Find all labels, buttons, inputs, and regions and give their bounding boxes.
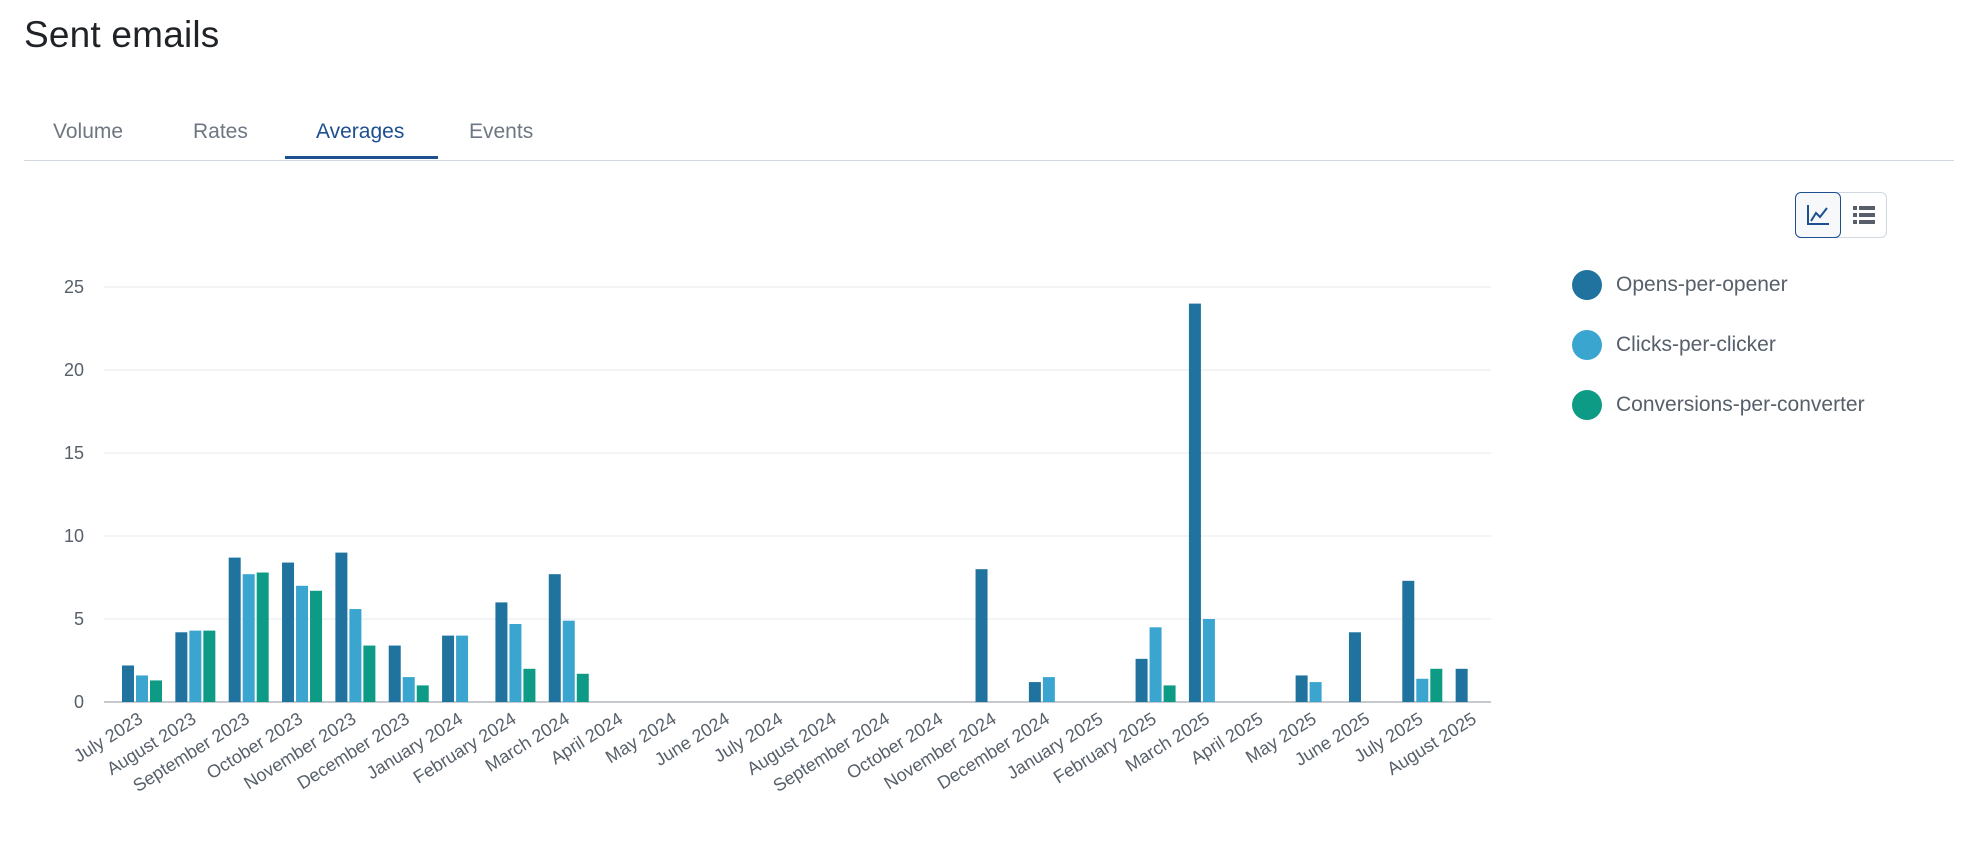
bar[interactable]	[1188, 303, 1201, 702]
bar[interactable]	[363, 645, 376, 702]
y-tick-label: 0	[74, 692, 84, 712]
legend-label: Conversions-per-converter	[1616, 393, 1865, 416]
bar[interactable]	[1416, 678, 1429, 702]
bar[interactable]	[1202, 619, 1215, 702]
bar[interactable]	[228, 557, 241, 702]
bar[interactable]	[548, 574, 561, 702]
bar[interactable]	[282, 562, 295, 702]
tab-rates[interactable]: Rates	[193, 120, 248, 143]
y-tick-label: 10	[64, 526, 84, 546]
bar[interactable]	[1402, 580, 1415, 702]
legend-label: Clicks-per-clicker	[1616, 333, 1776, 356]
bar[interactable]	[310, 590, 323, 702]
bar[interactable]	[1309, 682, 1322, 702]
bar[interactable]	[1348, 632, 1361, 702]
chart-view-button[interactable]	[1795, 192, 1842, 238]
bar[interactable]	[349, 609, 362, 702]
bar[interactable]	[1163, 685, 1176, 702]
bar[interactable]	[1028, 682, 1041, 702]
bar[interactable]	[562, 620, 575, 702]
bar[interactable]	[136, 675, 148, 702]
bar[interactable]	[256, 572, 269, 702]
bar[interactable]	[509, 623, 522, 702]
bar[interactable]	[402, 677, 415, 702]
list-view-button[interactable]	[1841, 193, 1886, 237]
y-tick-label: 25	[64, 277, 84, 297]
bar[interactable]	[576, 673, 589, 702]
legend-label: Opens-per-opener	[1616, 273, 1788, 296]
legend-item-opens[interactable]: Opens-per-opener	[1572, 270, 1865, 300]
y-tick-label: 5	[74, 609, 84, 629]
legend-item-clicks[interactable]: Clicks-per-clicker	[1572, 330, 1865, 360]
chart-legend: Opens-per-opener Clicks-per-clicker Conv…	[1572, 270, 1865, 450]
bar[interactable]	[203, 630, 216, 702]
tab-bar: Volume Rates Averages Events	[24, 108, 1954, 161]
bar[interactable]	[1295, 675, 1308, 702]
bar[interactable]	[296, 585, 309, 702]
active-tab-indicator	[285, 156, 438, 159]
list-icon	[1852, 206, 1875, 224]
page-title: Sent emails	[24, 14, 220, 55]
bar[interactable]	[975, 569, 988, 702]
bar[interactable]	[175, 632, 188, 702]
bar[interactable]	[1455, 668, 1468, 702]
chart-icon	[1807, 205, 1829, 225]
bar[interactable]	[1149, 627, 1162, 702]
bar[interactable]	[523, 668, 536, 702]
bar[interactable]	[242, 574, 255, 702]
bar[interactable]	[416, 685, 429, 702]
bar[interactable]	[1430, 668, 1443, 702]
tab-volume[interactable]: Volume	[53, 120, 124, 143]
bar[interactable]	[442, 635, 455, 702]
y-tick-label: 20	[64, 360, 84, 380]
bar[interactable]	[495, 602, 508, 702]
legend-swatch	[1572, 330, 1602, 360]
legend-swatch	[1572, 270, 1602, 300]
bar[interactable]	[150, 680, 162, 702]
legend-item-conversions[interactable]: Conversions-per-converter	[1572, 390, 1865, 420]
bar[interactable]	[388, 645, 401, 702]
tab-averages[interactable]: Averages	[316, 120, 405, 143]
bar[interactable]	[1042, 677, 1055, 702]
tab-events[interactable]: Events	[469, 120, 534, 143]
bar[interactable]	[189, 630, 202, 702]
bar[interactable]	[122, 665, 134, 702]
legend-swatch	[1572, 390, 1602, 420]
y-tick-label: 15	[64, 443, 84, 463]
bar[interactable]	[335, 552, 348, 702]
view-toggle	[1795, 192, 1887, 238]
bar[interactable]	[1135, 658, 1148, 702]
bar[interactable]	[456, 635, 469, 702]
